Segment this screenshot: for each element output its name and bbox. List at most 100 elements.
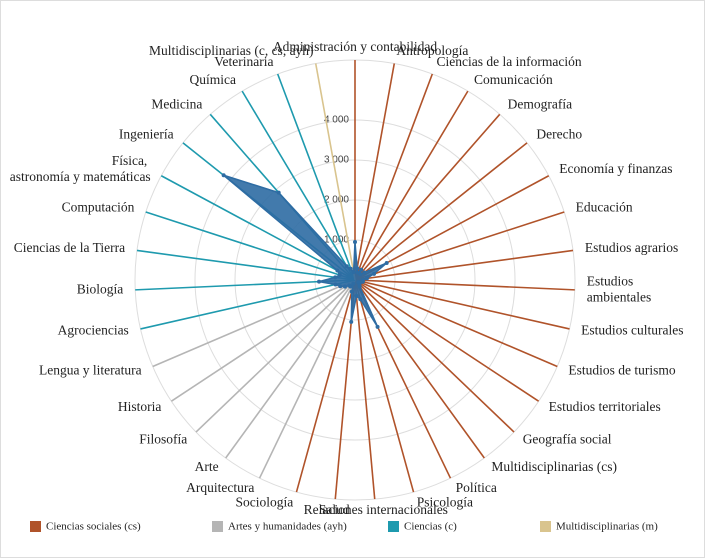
data-point	[359, 267, 364, 272]
label-line: Estudios	[587, 274, 637, 289]
category-label: Estudios ambientales	[587, 274, 651, 305]
data-point	[384, 260, 389, 265]
category-label: Estudios culturales	[581, 323, 683, 338]
category-label: Ciencias de la información	[437, 54, 582, 69]
legend-swatch	[540, 521, 551, 532]
spoke	[354, 279, 415, 493]
category-label: Ciencias de la Tierra	[14, 240, 125, 255]
category-label: Geografía social	[523, 431, 612, 446]
category-label: Multidisciplinarias (cs)	[491, 459, 617, 474]
spoke	[354, 142, 528, 281]
data-point	[317, 279, 322, 284]
category-label: Sociología	[236, 495, 294, 510]
category-label: Administración y contabilidad	[273, 39, 437, 54]
category-label: Ingeniería	[119, 126, 174, 141]
category-label: Historia	[118, 399, 162, 414]
y-tick-label: 3 000	[324, 155, 349, 166]
data-point	[333, 275, 338, 280]
spoke	[152, 279, 356, 368]
data-point	[362, 270, 367, 275]
y-tick-label: 2 000	[324, 195, 349, 206]
data-point	[372, 271, 377, 276]
category-label: Derecho	[536, 126, 582, 141]
label-line: ambientales	[587, 290, 651, 305]
data-point	[353, 240, 357, 244]
data-point	[348, 266, 353, 271]
data-point	[358, 297, 363, 302]
data-point	[344, 264, 349, 269]
category-label: Veterinaria	[214, 54, 273, 69]
data-point	[349, 319, 354, 324]
radar-area	[223, 174, 388, 328]
category-label: Arquitectura	[186, 480, 254, 495]
spoke	[354, 63, 396, 281]
category-label: Relaciones internacionales	[304, 502, 448, 517]
data-point	[364, 276, 369, 281]
category-label: Antropología	[396, 43, 468, 58]
spoke	[354, 279, 558, 368]
data-point	[357, 284, 362, 289]
data-point	[276, 190, 281, 195]
spoke	[258, 279, 356, 479]
data-point	[342, 284, 347, 289]
spoke	[170, 279, 356, 402]
legend-label: Ciencias (c)	[404, 521, 457, 533]
spoke	[314, 63, 356, 281]
spoke	[354, 279, 540, 402]
category-label: Comunicación	[474, 72, 553, 87]
spoke	[295, 279, 356, 493]
spoke	[354, 211, 565, 281]
category-label: Biología	[77, 282, 124, 297]
category-label: Estudios agrarios	[585, 240, 678, 255]
data-point	[347, 283, 352, 288]
spoke	[354, 279, 515, 433]
data-point	[333, 282, 338, 287]
data-point	[354, 293, 359, 298]
spoke	[145, 211, 356, 281]
data-point	[355, 266, 360, 271]
legend-swatch	[212, 521, 223, 532]
spoke	[354, 73, 434, 281]
category-label: Física, astronomía y matemáticas	[10, 153, 151, 184]
category-label: Multidisciplinarias (c, cs, ayh)	[149, 43, 314, 58]
spoke	[354, 279, 376, 500]
spoke	[354, 279, 575, 291]
category-label: Computación	[62, 199, 135, 214]
data-point	[337, 273, 342, 278]
data-point	[351, 281, 356, 286]
y-tick-label: 1 000	[324, 235, 349, 246]
spoke	[195, 279, 356, 433]
category-label: Agrociencias	[58, 323, 129, 338]
category-label: Arte	[195, 459, 219, 474]
legend-label: Artes y humanidades (ayh)	[228, 521, 347, 533]
data-point	[349, 289, 354, 294]
data-point	[221, 173, 226, 178]
legend-swatch	[30, 521, 41, 532]
category-label: Política	[456, 480, 497, 495]
y-tick-label: 4 000	[324, 115, 349, 126]
legend-label: Multidisciplinarias (m)	[556, 521, 658, 533]
spoke	[354, 279, 485, 459]
spoke	[276, 73, 356, 281]
category-label: Filosofía	[139, 431, 187, 446]
data-point	[351, 270, 356, 275]
category-label: Estudios de turismo	[568, 362, 675, 377]
category-label: Psicología	[417, 495, 473, 510]
data-point	[375, 324, 380, 329]
spoke	[136, 249, 356, 281]
spoke	[354, 249, 574, 281]
data-point	[338, 284, 343, 289]
spoke	[354, 113, 501, 281]
spoke	[140, 279, 356, 330]
spoke	[354, 90, 469, 281]
spoke	[354, 279, 570, 330]
label-line: Física,	[112, 153, 151, 168]
spoke	[241, 90, 356, 281]
category-label: Estudios territoriales	[549, 399, 661, 414]
category-label: Medicina	[151, 96, 202, 111]
legend-swatch	[388, 521, 399, 532]
category-label: Educación	[576, 199, 633, 214]
category-label: Lengua y literatura	[39, 362, 142, 377]
data-point	[358, 271, 363, 276]
